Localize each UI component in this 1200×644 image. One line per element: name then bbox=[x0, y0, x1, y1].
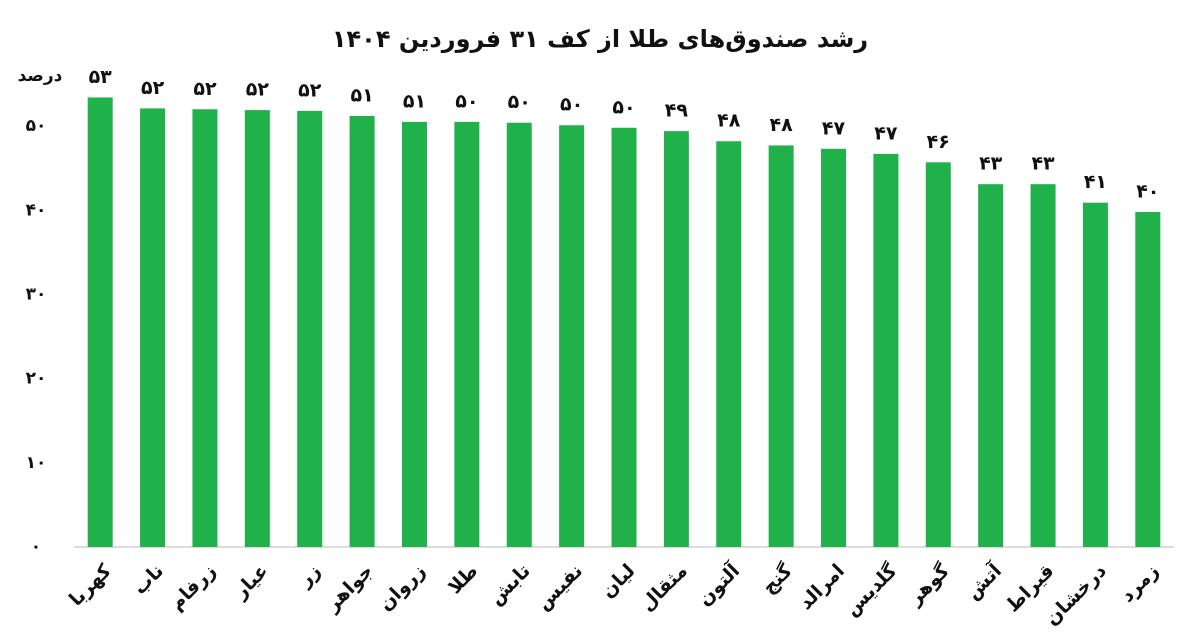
value-label: ۵۲ bbox=[246, 79, 270, 101]
value-label: ۵۲ bbox=[193, 78, 217, 100]
bar bbox=[663, 131, 689, 547]
bar bbox=[140, 108, 166, 548]
value-label: ۴۸ bbox=[717, 110, 741, 132]
bar bbox=[297, 110, 323, 548]
value-label: ۴۳ bbox=[979, 153, 1003, 175]
value-label: ۴۳ bbox=[1031, 153, 1055, 175]
bar bbox=[506, 122, 532, 547]
y-tick-label: ۰ bbox=[31, 537, 41, 557]
value-label: ۵۰ bbox=[612, 96, 635, 118]
y-tick-label: ۴۰ bbox=[26, 200, 47, 220]
bar bbox=[1082, 202, 1108, 548]
bar bbox=[873, 153, 899, 547]
bar bbox=[1135, 211, 1161, 547]
value-label: ۴۹ bbox=[665, 100, 689, 122]
bar bbox=[611, 127, 637, 548]
value-label: ۴۰ bbox=[1136, 180, 1159, 202]
bar bbox=[454, 121, 480, 547]
bar bbox=[978, 184, 1004, 547]
bar bbox=[925, 162, 951, 547]
bar bbox=[1030, 184, 1056, 547]
value-label: ۵۱ bbox=[403, 90, 426, 112]
value-label: ۴۶ bbox=[927, 131, 950, 153]
value-label: ۵۱ bbox=[350, 84, 373, 106]
bar bbox=[559, 125, 585, 548]
bar bbox=[192, 109, 218, 547]
y-tick-label: ۲۰ bbox=[26, 369, 47, 389]
value-label: ۵۳ bbox=[89, 66, 113, 88]
value-label: ۵۰ bbox=[560, 94, 583, 116]
bar bbox=[401, 121, 427, 547]
value-label: ۴۸ bbox=[770, 114, 794, 136]
bar bbox=[349, 115, 375, 548]
value-label: ۴۷ bbox=[822, 117, 846, 139]
bar bbox=[87, 97, 113, 548]
value-label: ۵۰ bbox=[455, 90, 478, 112]
value-label: ۴۷ bbox=[874, 122, 898, 144]
y-tick-label: ۱۰ bbox=[26, 453, 47, 473]
bar bbox=[821, 148, 847, 547]
y-tick-label: ۳۰ bbox=[26, 284, 47, 304]
value-label: ۴۱ bbox=[1084, 171, 1107, 193]
value-label: ۵۲ bbox=[298, 79, 322, 101]
value-label: ۵۰ bbox=[508, 91, 531, 113]
chart-title: رشد صندوق‌های طلا از کف ۳۱ فروردین ۱۴۰۴ bbox=[332, 25, 868, 53]
y-axis-label: درصد bbox=[18, 66, 63, 86]
bar bbox=[768, 145, 794, 547]
value-label: ۵۲ bbox=[141, 77, 165, 99]
y-tick-label: ۵۰ bbox=[26, 116, 47, 136]
bar bbox=[244, 110, 270, 547]
bar bbox=[716, 141, 742, 547]
